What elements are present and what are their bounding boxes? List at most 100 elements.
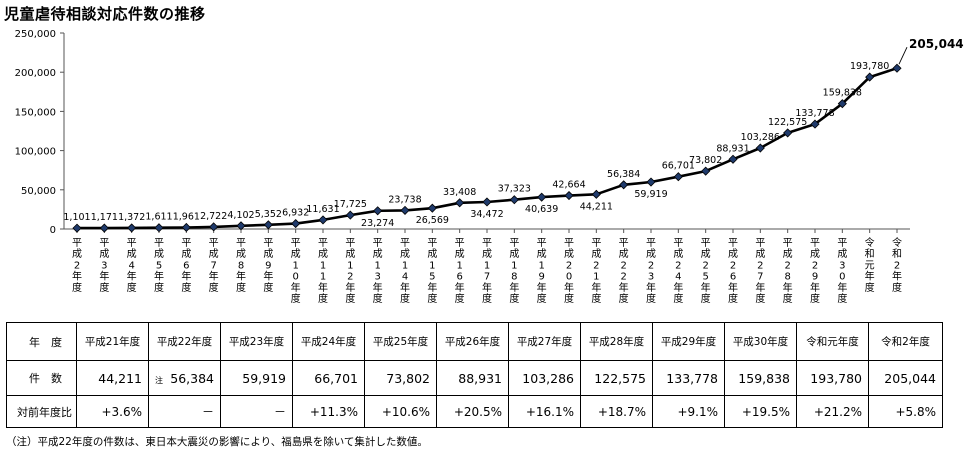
data-label: 40,639 [525, 204, 558, 215]
x-tick-label: 平成 1 6 年度 [455, 238, 465, 305]
data-label: 44,211 [580, 201, 613, 212]
x-tick-label: 令和 2 年度 [892, 236, 902, 294]
data-label: 73,802 [689, 155, 722, 166]
data-point [646, 177, 656, 187]
count-cell: 159,838 [724, 360, 797, 396]
ratio-cell: － [148, 395, 221, 428]
x-tick-label: 令和元年度 [865, 236, 875, 294]
data-point [783, 128, 793, 138]
data-point [236, 221, 246, 231]
ratio-cell: +21.2% [796, 395, 869, 428]
x-tick-label: 平成 1 5 年度 [427, 238, 437, 305]
data-point [455, 198, 465, 208]
table-header-cell: 平成22年度 [148, 322, 221, 361]
table-header-cell: 平成29年度 [652, 322, 725, 361]
data-label: 1,101 [63, 212, 90, 223]
line-chart: 0 50,000 100,000 150,000 200,000 250,000 平成 2 年度… [15, 29, 964, 305]
data-label: 23,274 [361, 218, 394, 229]
x-tick-label: 平成 7 年度 [209, 238, 219, 294]
data-point [755, 143, 765, 153]
data-label: 11,631 [306, 204, 339, 215]
count-cell: 103,286 [508, 360, 581, 396]
callout-leader [898, 47, 908, 65]
count-cell: 133,778 [652, 360, 725, 396]
data-point [892, 63, 902, 73]
count-cell-with-note: 注 56,384 [148, 360, 221, 396]
table-header-cell: 平成23年度 [220, 322, 293, 361]
data-label: 193,780 [850, 61, 889, 72]
y-tick-label: 100,000 [15, 147, 56, 158]
ratio-cell: +9.1% [652, 395, 725, 428]
count-cell: 59,919 [220, 360, 293, 396]
x-tick-label: 平成 4 年度 [127, 238, 137, 294]
x-tick-label: 平成 1 8 年度 [509, 238, 519, 305]
data-label: 4,102 [227, 210, 254, 221]
x-tick-label: 平成 1 1 年度 [318, 238, 328, 305]
y-tick-label: 150,000 [15, 107, 56, 118]
data-point [701, 166, 711, 176]
table-ratio-row: 対前年度比 +3.6% － － +11.3% +10.6% +20.5% +16… [6, 395, 943, 428]
data-label: 1,372 [118, 212, 145, 223]
data-point [181, 222, 191, 233]
data-point [728, 154, 738, 164]
x-tick-label: 平成 2 4 年度 [673, 238, 683, 305]
data-label: 34,472 [470, 209, 503, 220]
data-point [837, 99, 847, 109]
ratio-cell: － [220, 395, 293, 428]
ratio-cell: +10.6% [364, 395, 437, 428]
table-header-cell: 平成25年度 [364, 322, 437, 361]
data-point [373, 206, 383, 216]
table-header-cell: 平成21年度 [76, 322, 149, 361]
data-label: 159,838 [823, 88, 862, 99]
x-tick-label: 平成 1 9 年度 [537, 238, 547, 305]
table-header-cell: 平成28年度 [580, 322, 653, 361]
count-cell: 44,211 [76, 360, 149, 396]
table-header-cell: 平成26年度 [436, 322, 509, 361]
data-point [72, 223, 82, 233]
data-point [345, 210, 355, 220]
data-label: 59,919 [634, 189, 667, 200]
ratio-cell: +18.7% [580, 395, 653, 428]
x-tick-label: 平成 2 8 年度 [783, 238, 793, 305]
data-label: 33,408 [443, 187, 476, 198]
table-header-cell: 平成24年度 [292, 322, 365, 361]
data-point [564, 190, 574, 201]
x-tick-label: 平成 8 年度 [236, 238, 246, 294]
table-header-cell: 令和元年度 [796, 322, 869, 361]
table-header-cell: 平成30年度 [724, 322, 797, 361]
data-point [591, 189, 601, 199]
x-tick-label: 平成 6 年度 [181, 238, 191, 294]
ratio-cell: +3.6% [76, 395, 149, 428]
count-cell: 73,802 [364, 360, 437, 396]
ratio-cell: +5.8% [868, 395, 943, 428]
x-tick-label: 平成 2 9 年度 [810, 238, 820, 305]
count-cell: 88,931 [436, 360, 509, 396]
x-tick-label: 平成 2 3 年度 [646, 238, 656, 305]
y-tick-label: 50,000 [21, 186, 56, 197]
data-label: 17,725 [334, 199, 367, 210]
data-label: 23,738 [388, 194, 421, 205]
count-cell: 193,780 [796, 360, 869, 396]
count-value: 56,384 [170, 370, 214, 386]
data-point [318, 215, 328, 225]
data-label: 66,701 [662, 161, 695, 172]
data-label: 37,323 [498, 184, 531, 195]
data-point [209, 222, 219, 232]
ratio-cell: +16.1% [508, 395, 581, 428]
x-tick-label: 平成 5 年度 [154, 238, 164, 294]
table-header-row: 年 度 平成21年度 平成22年度 平成23年度 平成24年度 平成25年度 平… [6, 322, 943, 361]
ratio-row-label: 対前年度比 [6, 395, 77, 428]
x-tick-label: 平成 2 5 年度 [701, 238, 711, 305]
x-tick-label: 平成 2 1 年度 [591, 238, 601, 305]
data-point [154, 223, 164, 233]
data-label: 103,286 [741, 132, 780, 143]
x-tick-label: 平成 2 年度 [72, 238, 82, 294]
data-point [509, 195, 519, 205]
data-label: 133,778 [795, 108, 834, 119]
x-tick-label: 平成 1 2 年度 [345, 238, 355, 305]
data-label: 1,171 [91, 212, 118, 223]
y-tick-label: 250,000 [15, 29, 56, 40]
data-point [619, 180, 629, 190]
x-tick-label: 平成 2 2 年度 [619, 238, 629, 305]
data-point [400, 205, 410, 215]
